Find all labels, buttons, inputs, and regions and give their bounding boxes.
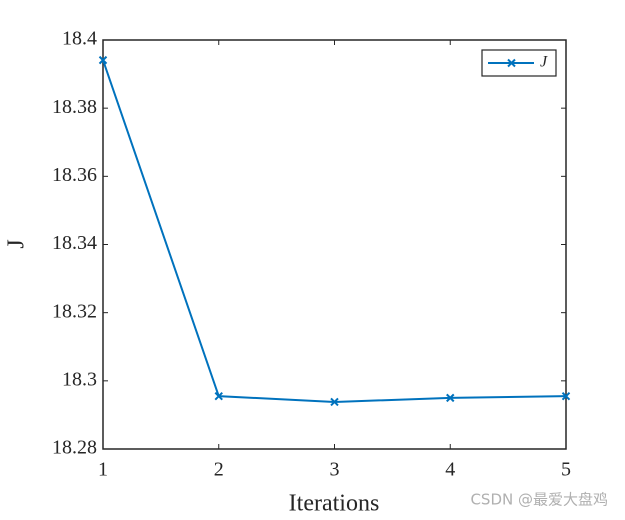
marker [446,393,455,403]
y-tick-label: 18.3 [62,368,97,390]
marker [98,55,108,65]
x-tick-label: 3 [330,459,340,481]
y-axis-label: J [4,239,30,248]
x-tick-label: 1 [98,459,108,481]
y-tick-label: 18.36 [52,164,97,186]
plot-frame [102,39,567,450]
y-tick-label: 18.4 [62,28,97,50]
y-tick-label: 18.32 [52,300,97,322]
y-tick-label: 18.38 [52,96,97,118]
marker [561,391,571,401]
watermark: CSDN @最爱大盘鸡 [470,491,608,509]
x-tick-label: 2 [214,459,224,481]
y-tick-label: 18.28 [52,437,97,459]
legend-marker [507,58,516,68]
marker [330,397,339,407]
x-tick-label: 4 [445,459,455,481]
legend-label: J [540,54,548,71]
x-axis-label: Iterations [289,491,380,517]
y-tick-label: 18.34 [52,232,97,254]
x-tick-label: 5 [561,459,571,481]
marker [214,391,223,401]
